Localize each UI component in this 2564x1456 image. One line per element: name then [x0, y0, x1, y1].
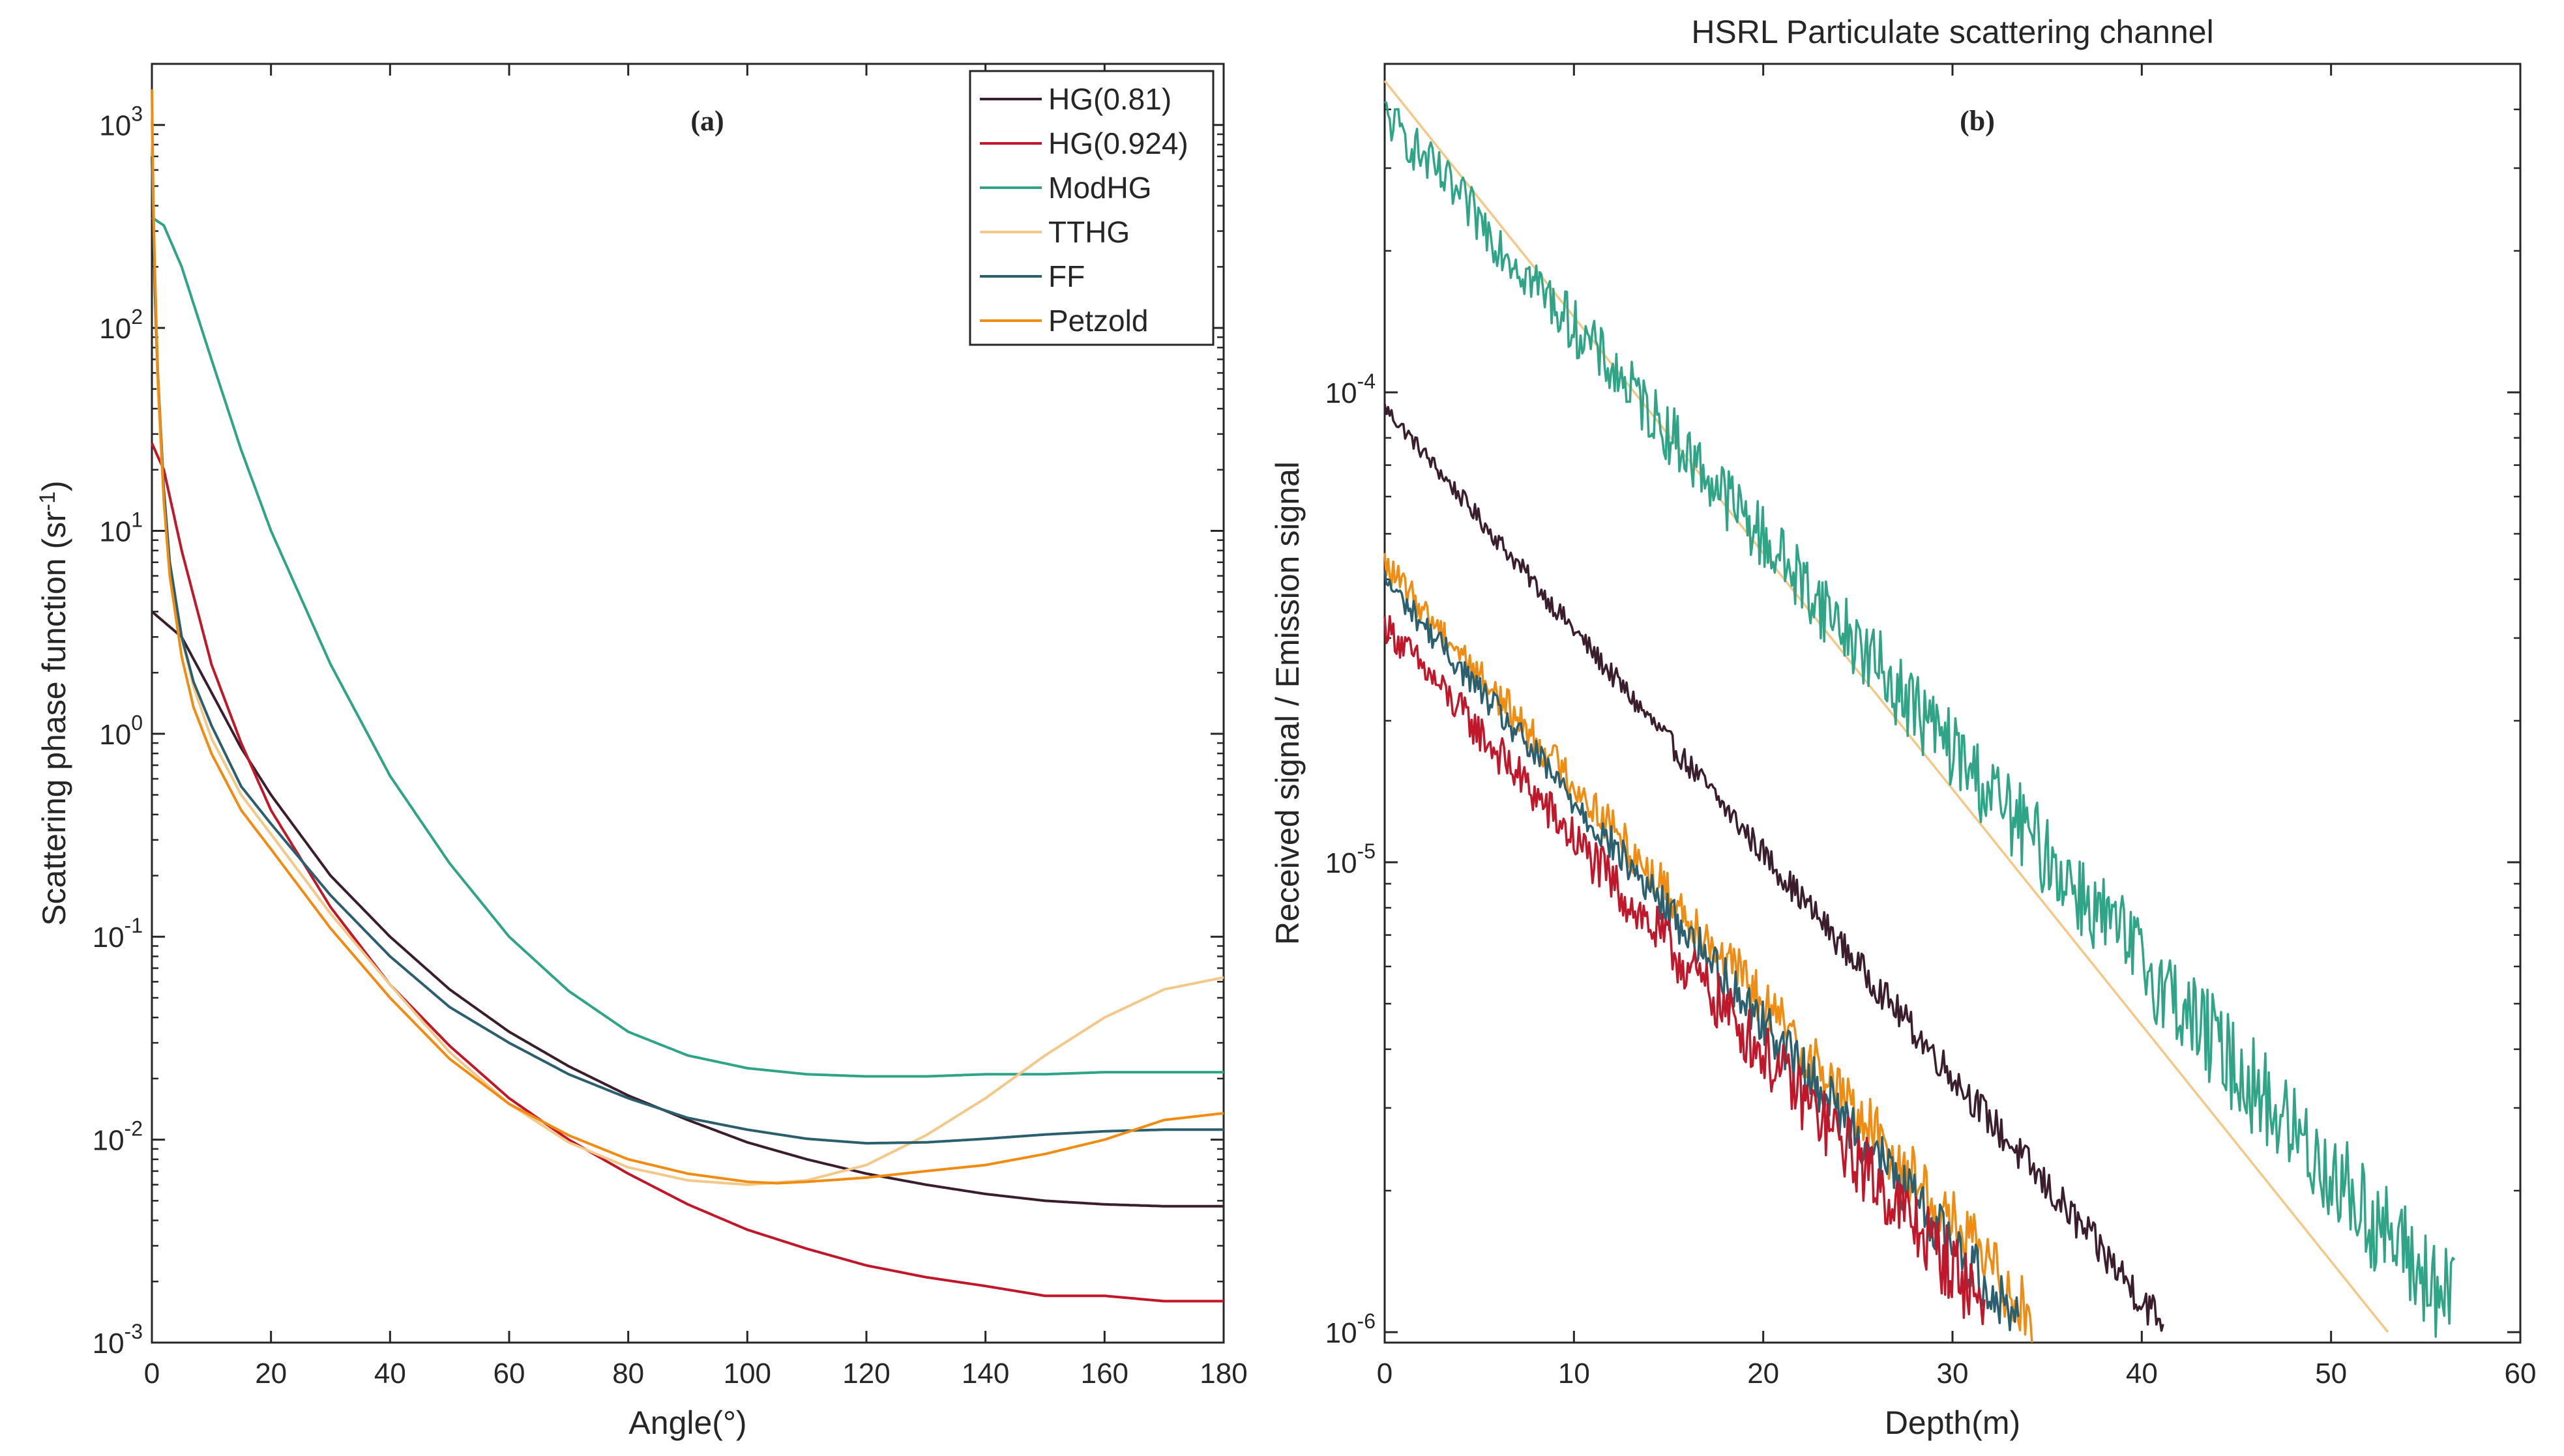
x-tick-label: 60 [2505, 1358, 2537, 1390]
x-tick-label: 80 [612, 1358, 644, 1390]
panel-a-ylabel: Scattering phase function (sr-1) [35, 480, 72, 925]
y-tick-label: 100 [99, 711, 143, 751]
y-tick-label: 10-3 [93, 1320, 143, 1360]
y-tick-label: 101 [99, 508, 143, 547]
x-tick-label: 60 [494, 1358, 525, 1390]
panel-b: 0 10 20 30 40 50 60 10-4 10-5 10-6 HSRL Particula… [1269, 14, 2536, 1441]
x-tick-label: 40 [374, 1358, 406, 1390]
series-b-hg-0-81- [1383, 403, 2164, 1332]
x-tick-label: 20 [1747, 1358, 1779, 1390]
panel-b-ylabel: Received signal / Emission signal [1269, 461, 1306, 945]
series-a-ff [151, 156, 1224, 1145]
panel-a: 0 20 40 60 80 100 120 140 160 180 103 102 101 100 10-1… [35, 63, 1248, 1441]
y-tick-label: 10-5 [1325, 839, 1376, 879]
panel-a-series [151, 89, 1224, 1303]
legend: HG(0.81) HG(0.924) ModHG TTHG FF Petzold [969, 70, 1215, 346]
y-tick-label: 10-4 [1325, 370, 1376, 409]
x-tick-label: 50 [2315, 1358, 2347, 1390]
series-a-hg-0-81- [151, 610, 1224, 1208]
series-a-hg-0-924- [151, 443, 1224, 1303]
x-tick-label: 160 [1081, 1358, 1128, 1390]
x-tick-label: 180 [1200, 1358, 1247, 1390]
legend-label: HG(0.924) [1048, 126, 1188, 160]
legend-label: HG(0.81) [1048, 82, 1171, 116]
legend-label: Petzold [1048, 304, 1148, 338]
series-b-hg-0-924- [1383, 615, 1986, 1326]
x-tick-label: 0 [1377, 1358, 1393, 1390]
panel-b-ticks: 0 10 20 30 40 50 60 10-4 10-5 10-6 [1325, 63, 2537, 1390]
x-tick-label: 30 [1937, 1358, 1969, 1390]
panel-b-letter: (b) [1960, 105, 1995, 137]
series-b-ff [1383, 570, 2020, 1332]
y-tick-label: 10-6 [1325, 1309, 1376, 1349]
legend-label: ModHG [1048, 171, 1151, 205]
panel-a-xlabel: Angle(°) [628, 1405, 746, 1441]
series-a-tthg [151, 124, 1224, 1186]
x-tick-label: 10 [1558, 1358, 1590, 1390]
y-tick-label: 102 [99, 305, 143, 345]
series-a-modhg [151, 216, 1224, 1078]
x-tick-label: 20 [255, 1358, 287, 1390]
y-tick-label: 103 [99, 102, 143, 142]
x-tick-label: 140 [962, 1358, 1009, 1390]
panel-b-title: HSRL Particulate scattering channel [1691, 14, 2213, 50]
y-tick-label: 10-1 [93, 914, 143, 954]
x-tick-label: 120 [842, 1358, 890, 1390]
series-a-petzold [151, 89, 1224, 1185]
legend-label: TTHG [1048, 215, 1130, 249]
series-b-tthg [1383, 80, 2389, 1333]
legend-box [969, 70, 1215, 346]
x-tick-label: 40 [2126, 1358, 2158, 1390]
legend-label: FF [1048, 259, 1085, 293]
panel-b-xlabel: Depth(m) [1885, 1405, 2020, 1441]
series-b-petzold [1383, 553, 2033, 1343]
x-tick-label: 100 [724, 1358, 771, 1390]
panel-a-letter: (a) [690, 105, 724, 137]
x-tick-label: 0 [144, 1358, 160, 1390]
panel-b-frame [1383, 63, 2522, 1344]
series-b-modhg [1383, 100, 2456, 1338]
panel-a-ticks: 0 20 40 60 80 100 120 140 160 180 103 102 101 100 10-1… [93, 63, 1248, 1390]
y-tick-label: 10-2 [93, 1117, 143, 1157]
panel-b-series [1383, 80, 2456, 1343]
